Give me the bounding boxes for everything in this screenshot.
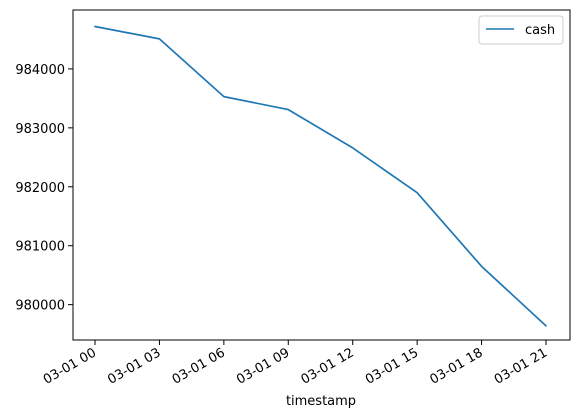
x-tick-label: 03-01 09	[234, 345, 292, 387]
plot-frame	[72, 9, 571, 341]
y-tick-label: 982000	[15, 181, 65, 196]
y-tick-label: 984000	[15, 63, 65, 78]
series-line-cash	[94, 25, 547, 327]
x-tick-label: 03-01 15	[363, 345, 421, 387]
x-tick-label: 03-01 12	[299, 345, 357, 387]
x-tick-label: 03-01 18	[427, 345, 485, 387]
x-tick-label: 03-01 00	[41, 345, 99, 387]
x-tick-label: 03-01 03	[105, 345, 163, 387]
y-axis: 980000 981000 982000 983000 984000	[15, 63, 73, 314]
x-tick-label: 03-01 21	[492, 345, 550, 387]
y-tick-label: 981000	[15, 240, 65, 255]
legend-box	[478, 15, 564, 45]
x-axis-label: timestamp	[286, 394, 356, 409]
series-layer	[94, 25, 547, 327]
x-axis: 03-01 00 03-01 03 03-01 06 03-01 09 03-01 12…	[41, 340, 550, 388]
y-tick-label: 983000	[15, 122, 65, 137]
x-tick-label: 03-01 06	[170, 345, 228, 387]
legend: cash	[478, 15, 564, 45]
legend-label-cash: cash	[525, 23, 555, 38]
y-tick-label: 980000	[15, 299, 65, 314]
